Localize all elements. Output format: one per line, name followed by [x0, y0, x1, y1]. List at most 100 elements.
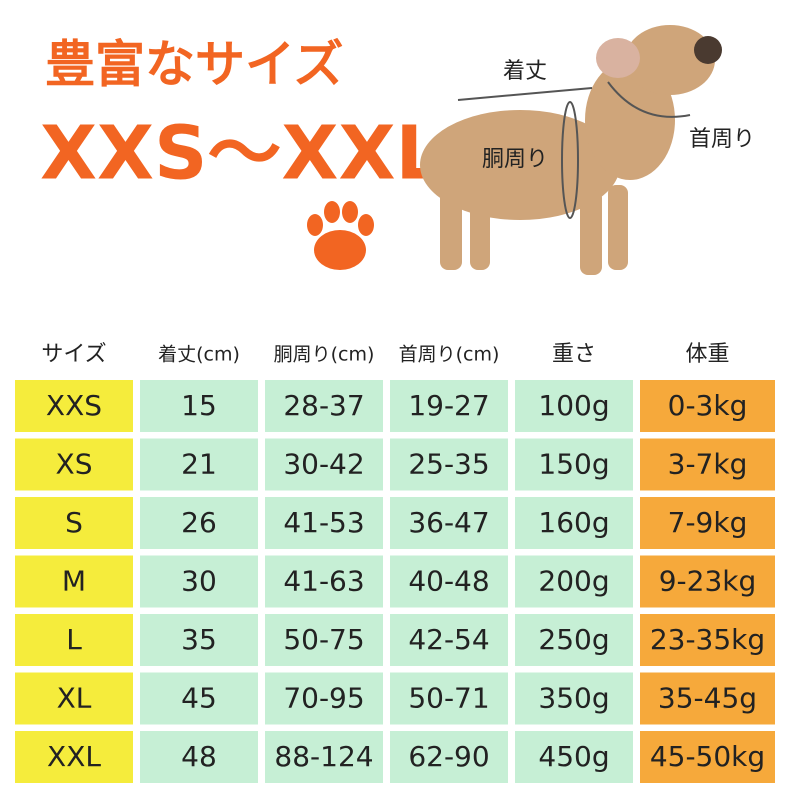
cell: 19-27: [408, 389, 489, 422]
cell-bg: [15, 497, 133, 549]
cell-bg: [515, 731, 633, 783]
cell: 450g: [538, 740, 609, 773]
cell-bg: [640, 497, 775, 549]
cell-bg: [390, 380, 508, 432]
cell: 35: [181, 623, 217, 656]
cell: 350g: [538, 682, 609, 715]
cell: 42-54: [408, 623, 489, 656]
column-header: 着丈(cm): [158, 344, 240, 366]
cell-bg: [390, 731, 508, 783]
cell-bg: [515, 614, 633, 666]
cell-bg: [15, 731, 133, 783]
cell: 3-7kg: [668, 448, 748, 481]
cell: L: [66, 623, 82, 656]
cell-bg: [640, 438, 775, 491]
cell-bg: [265, 731, 383, 783]
column-header: 重さ: [552, 342, 596, 367]
cell-bg: [515, 380, 633, 432]
cell: XL: [57, 682, 92, 715]
cell: 41-63: [283, 565, 364, 598]
cell-bg: [390, 672, 508, 725]
paw-icon: [307, 201, 374, 270]
cell: 30-42: [283, 448, 364, 481]
cell: 28-37: [283, 389, 364, 422]
cell-bg: [515, 497, 633, 549]
cell: 30: [181, 565, 217, 598]
cell-bg: [140, 438, 258, 491]
cell-bg: [515, 672, 633, 725]
cell: 23-35kg: [650, 623, 765, 656]
cell: 26: [181, 506, 217, 539]
cell-bg: [515, 555, 633, 608]
cell: 15: [181, 389, 217, 422]
cell-bg: [15, 555, 133, 608]
cell-bg: [140, 555, 258, 608]
cell-bg: [640, 614, 775, 666]
subtitle: XXS〜XXL: [40, 111, 443, 197]
cell: 250g: [538, 623, 609, 656]
cell: 160g: [538, 506, 609, 539]
cell-bg: [265, 438, 383, 491]
cell: 25-35: [408, 448, 489, 481]
cell: 21: [181, 448, 217, 481]
cell-bg: [390, 614, 508, 666]
measure-lines: [457, 81, 691, 219]
cell: XS: [56, 448, 93, 481]
cell-bg: [265, 614, 383, 666]
cell: 48: [181, 740, 217, 773]
cell-bg: [265, 672, 383, 725]
cell-bg: [390, 438, 508, 491]
cell-bg: [640, 672, 775, 725]
cell: M: [62, 565, 86, 598]
cell: 9-23kg: [659, 565, 757, 598]
cell: XXL: [47, 740, 101, 773]
cell: 0-3kg: [668, 389, 748, 422]
cell: 100g: [538, 389, 609, 422]
cell: 88-124: [274, 740, 373, 773]
cell-bg: [515, 438, 633, 491]
cell-bg: [640, 380, 775, 432]
cell-bg: [265, 497, 383, 549]
cell-bg: [140, 497, 258, 549]
cell-bg: [265, 555, 383, 608]
cell-bg: [15, 614, 133, 666]
label-chest: 胴周り: [482, 147, 548, 172]
cell: 70-95: [283, 682, 364, 715]
size-table: サイズ 着丈(cm) 胴周り(cm) 首周り(cm) 重さ 体重 XXS 15 28-37 19-…: [15, 342, 775, 783]
cell: 7-9kg: [668, 506, 748, 539]
cell-bg: [140, 614, 258, 666]
cell-bg: [390, 555, 508, 608]
cell-bg: [15, 672, 133, 725]
column-header: サイズ: [41, 342, 106, 367]
column-header: 首周り(cm): [399, 344, 500, 366]
cell-bg: [640, 731, 775, 783]
cell-bg: [390, 497, 508, 549]
cell-bg: [15, 380, 133, 432]
cell: XXS: [46, 389, 102, 422]
cell: 45-50kg: [650, 740, 765, 773]
cell: 62-90: [408, 740, 489, 773]
cell: 40-48: [408, 565, 489, 598]
cell-bg: [140, 672, 258, 725]
cell-bg: [15, 438, 133, 491]
cell: 50-75: [283, 623, 364, 656]
dog-illustration: [420, 25, 722, 275]
cell: 35-45g: [658, 682, 757, 715]
title: 豊富なサイズ: [45, 36, 344, 94]
cell: 36-47: [408, 506, 489, 539]
cell: 45: [181, 682, 217, 715]
label-length: 着丈: [503, 59, 547, 84]
column-header: 体重: [685, 342, 729, 367]
cell-bg: [140, 731, 258, 783]
cell-bg: [140, 380, 258, 432]
cell-bg: [640, 555, 775, 608]
label-neck: 首周り: [689, 127, 755, 152]
column-header: 胴周り(cm): [274, 344, 375, 366]
cell: S: [65, 506, 83, 539]
cell-bg: [265, 380, 383, 432]
cell: 41-53: [283, 506, 364, 539]
cell: 150g: [538, 448, 609, 481]
cell: 200g: [538, 565, 609, 598]
cell: 50-71: [408, 682, 489, 715]
